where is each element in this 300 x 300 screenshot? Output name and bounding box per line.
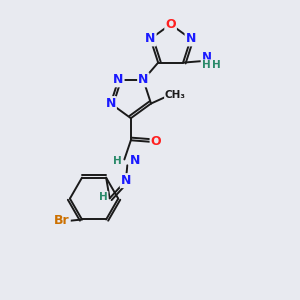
Text: N: N (186, 32, 196, 45)
Text: N: N (202, 51, 212, 64)
Text: O: O (165, 18, 176, 31)
Text: H: H (99, 192, 108, 202)
Text: H: H (113, 156, 122, 166)
Text: N: N (145, 32, 156, 45)
Text: CH₃: CH₃ (165, 90, 186, 100)
Text: N: N (121, 174, 131, 187)
Text: Br: Br (54, 214, 70, 227)
Text: O: O (151, 135, 161, 148)
Text: N: N (130, 154, 140, 167)
Text: H: H (212, 60, 221, 70)
Text: H: H (202, 60, 211, 70)
Text: N: N (106, 97, 116, 110)
Text: N: N (113, 73, 124, 86)
Text: N: N (138, 73, 148, 86)
